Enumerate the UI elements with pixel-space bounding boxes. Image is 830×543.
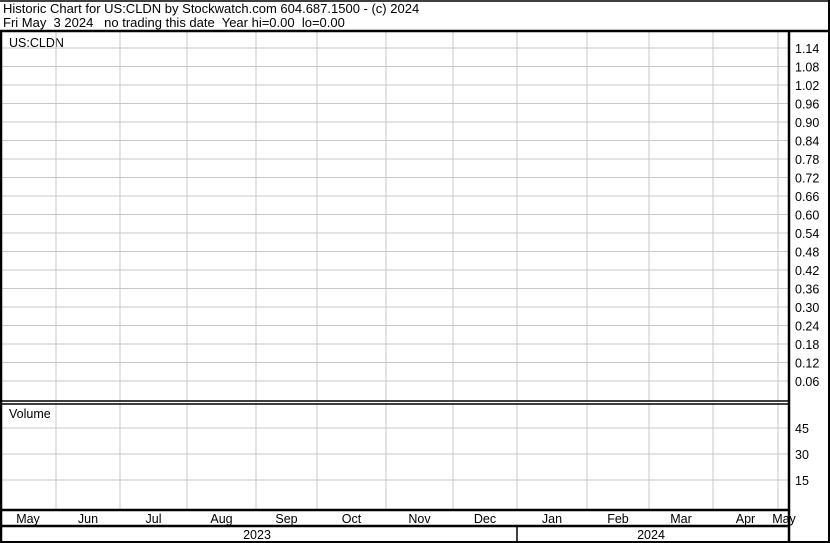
price-tick-label: 0.42	[795, 264, 819, 278]
price-tick-label: 0.12	[795, 357, 819, 371]
price-tick-label: 0.72	[795, 172, 819, 186]
month-label: Apr	[736, 512, 755, 526]
price-tick-label: 0.66	[795, 190, 819, 204]
month-label: Jul	[146, 512, 162, 526]
volume-panel-label: Volume	[9, 407, 51, 421]
price-tick-label: 0.54	[795, 227, 819, 241]
price-tick-label: 0.84	[795, 135, 819, 149]
volume-tick-label: 15	[795, 474, 809, 488]
month-label: Jan	[542, 512, 562, 526]
month-label: Jun	[78, 512, 98, 526]
month-label: Feb	[607, 512, 629, 526]
year-label: 2024	[637, 528, 665, 542]
month-label: Mar	[670, 512, 692, 526]
price-tick-label: 0.06	[795, 375, 819, 389]
price-tick-label: 1.14	[795, 42, 819, 56]
price-tick-label: 0.96	[795, 98, 819, 112]
price-tick-label: 0.18	[795, 338, 819, 352]
price-tick-label: 0.60	[795, 209, 819, 223]
month-label: Nov	[408, 512, 431, 526]
price-tick-label: 0.30	[795, 301, 819, 315]
chart-subtitle: Fri May 3 2024 no trading this date Year…	[3, 15, 345, 30]
price-tick-label: 1.08	[795, 61, 819, 75]
price-tick-label: 1.02	[795, 79, 819, 93]
month-label: Sep	[275, 512, 297, 526]
price-tick-label: 0.78	[795, 153, 819, 167]
volume-tick-label: 45	[795, 422, 809, 436]
chart-title: Historic Chart for US:CLDN by Stockwatch…	[3, 1, 420, 16]
price-tick-label: 0.24	[795, 320, 819, 334]
month-label: Aug	[210, 512, 232, 526]
price-panel-label: US:CLDN	[9, 36, 64, 50]
month-label: Oct	[342, 512, 362, 526]
price-tick-label: 0.48	[795, 246, 819, 260]
price-tick-label: 0.36	[795, 283, 819, 297]
month-label: Dec	[474, 512, 496, 526]
year-label: 2023	[243, 528, 271, 542]
month-label: May	[16, 512, 40, 526]
month-label: May	[772, 512, 796, 526]
price-tick-label: 0.90	[795, 116, 819, 130]
volume-tick-label: 30	[795, 448, 809, 462]
